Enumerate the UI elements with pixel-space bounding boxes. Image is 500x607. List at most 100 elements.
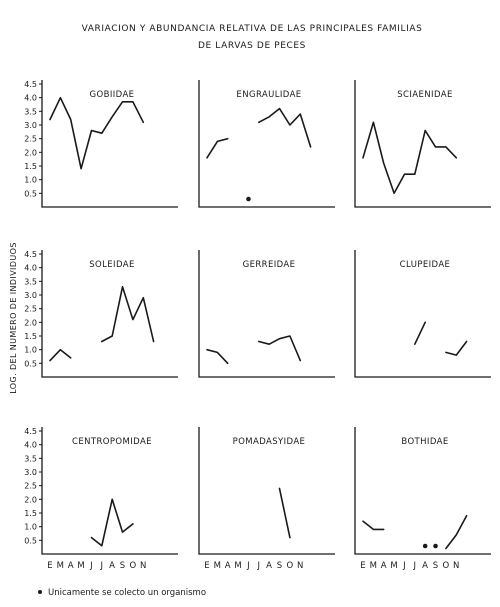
series-line-1 [90, 498, 134, 547]
x-tick-label: J [246, 561, 250, 571]
panel-title: GOBIIDAE [90, 90, 135, 100]
x-tick-label: N [140, 561, 147, 571]
y-tick-label: 0.5 [24, 189, 37, 198]
x-tick-label: O [286, 561, 293, 571]
y-tick-label: 4.5 [24, 250, 37, 259]
y-tick-label: 3.5 [24, 277, 37, 286]
y-tick-label: 1.5 [24, 162, 37, 171]
panel-title: CLUPEIDAE [400, 260, 451, 270]
series-line-1 [414, 321, 426, 345]
y-tick-label: 1.0 [24, 346, 37, 355]
y-tick-label: 3.0 [24, 121, 37, 130]
x-tick-label: M [370, 561, 378, 571]
x-tick-label: E [47, 561, 53, 571]
y-axis-label: LOG. DEL NUMERO DE INDIVIDUOS [9, 242, 18, 394]
series-line-1 [49, 348, 72, 362]
panel-title: GERREIDAE [243, 260, 296, 270]
panel-axes [354, 80, 491, 208]
series-line-2 [258, 335, 302, 362]
x-tick-label: J [256, 561, 260, 571]
x-tick-label: O [442, 561, 449, 571]
figure-title-line1: VARIACION Y ABUNDANCIA RELATIVA DE LAS P… [82, 24, 423, 34]
panel-axes [198, 427, 335, 555]
panel-title: SCIAENIDAE [397, 90, 452, 100]
y-tick-label: 3.5 [24, 107, 37, 116]
x-tick-label: N [453, 561, 460, 571]
x-tick-label: A [422, 561, 428, 571]
y-tick-label: 3.0 [24, 291, 37, 300]
x-tick-label: S [277, 561, 283, 571]
x-tick-label: O [129, 561, 136, 571]
series-line-2 [101, 286, 155, 343]
series-line-2 [445, 340, 468, 356]
y-tick-label: 4.0 [24, 264, 37, 273]
series-line-2 [445, 514, 468, 550]
panel-title: SOLEIDAE [89, 260, 134, 270]
y-tick-label: 0.5 [24, 359, 37, 368]
y-tick-label: 4.0 [24, 94, 37, 103]
series-line-1 [206, 137, 229, 159]
x-tick-label: M [214, 561, 222, 571]
panel-soleidae: SOLEIDAE 0.5 1.0 1.5 2.0 2.5 3.0 3.5 4.0 4.5 [24, 250, 178, 378]
y-tick-label: 0.5 [24, 536, 37, 545]
x-tick-label: A [266, 561, 272, 571]
x-tick-label: A [68, 561, 74, 571]
x-tick-label: S [433, 561, 439, 571]
x-tick-label: J [412, 561, 416, 571]
series-line-1 [49, 96, 145, 170]
series-line-1 [362, 121, 458, 195]
single-organism-dot [422, 543, 428, 549]
x-tick-label: J [402, 561, 406, 571]
y-tick-label: 1.0 [24, 523, 37, 532]
panel-axes [41, 80, 178, 208]
y-tick-label: 2.0 [24, 148, 37, 157]
footnote-dot-symbol [38, 590, 42, 594]
y-tick-label: 1.0 [24, 176, 37, 185]
x-tick-label: J [99, 561, 103, 571]
panel-axes [41, 250, 178, 378]
figure-title-line2: DE LARVAS DE PECES [198, 41, 306, 51]
y-tick-label: 3.5 [24, 454, 37, 463]
series-line-1 [206, 348, 229, 365]
panel-title: CENTROPOMIDAE [72, 437, 152, 447]
single-organism-dot [433, 543, 438, 549]
panel-gobiidae: GOBIIDAE 0.5 1.0 1.5 2.0 2.5 3.0 3.5 4.0 4.5 [24, 80, 178, 208]
series-line-1 [362, 520, 385, 531]
y-tick-label: 2.0 [24, 495, 37, 504]
panel-axes [41, 427, 178, 555]
x-tick-label: M [77, 561, 85, 571]
y-tick-label: 4.0 [24, 441, 37, 450]
panel-sciaenidae: SCIAENIDAE [354, 80, 491, 208]
y-tick-label: 2.5 [24, 305, 37, 314]
panel-axes [198, 250, 335, 378]
panel-grid: GOBIIDAE 0.5 1.0 1.5 2.0 2.5 3.0 3.5 4.0 4.5 ENGRA… [24, 80, 491, 571]
panel-title: BOTHIDAE [401, 437, 448, 447]
x-tick-label: N [297, 561, 304, 571]
x-tick-label: M [390, 561, 398, 571]
panel-axes [354, 427, 491, 555]
y-tick-label: 1.5 [24, 332, 37, 341]
x-tick-label: S [120, 561, 126, 571]
x-tick-label: E [360, 561, 366, 571]
panel-gerreidae: GERREIDAE [198, 250, 335, 378]
x-tick-label: J [89, 561, 93, 571]
x-tick-label: A [381, 561, 387, 571]
panel-centropomidae: CENTROPOMIDAE 0.5 1.0 1.5 2.0 2.5 3.0 3.5 4.0 4.5… [24, 427, 178, 571]
panel-title: ENGRAULIDAE [236, 90, 301, 100]
y-tick-label: 2.0 [24, 318, 37, 327]
x-tick-label: M [234, 561, 242, 571]
panel-title: POMADASYIDAE [233, 437, 306, 447]
footnote-text: Unicamente se colecto un organismo [48, 588, 206, 598]
y-tick-label: 4.5 [24, 80, 37, 89]
x-tick-label: M [57, 561, 65, 571]
y-tick-label: 4.5 [24, 427, 37, 436]
x-tick-label: A [225, 561, 231, 571]
series-line-2 [258, 107, 312, 148]
x-tick-label: A [109, 561, 115, 571]
x-tick-label: E [204, 561, 210, 571]
y-tick-label: 2.5 [24, 482, 37, 491]
panel-axes [354, 250, 491, 378]
